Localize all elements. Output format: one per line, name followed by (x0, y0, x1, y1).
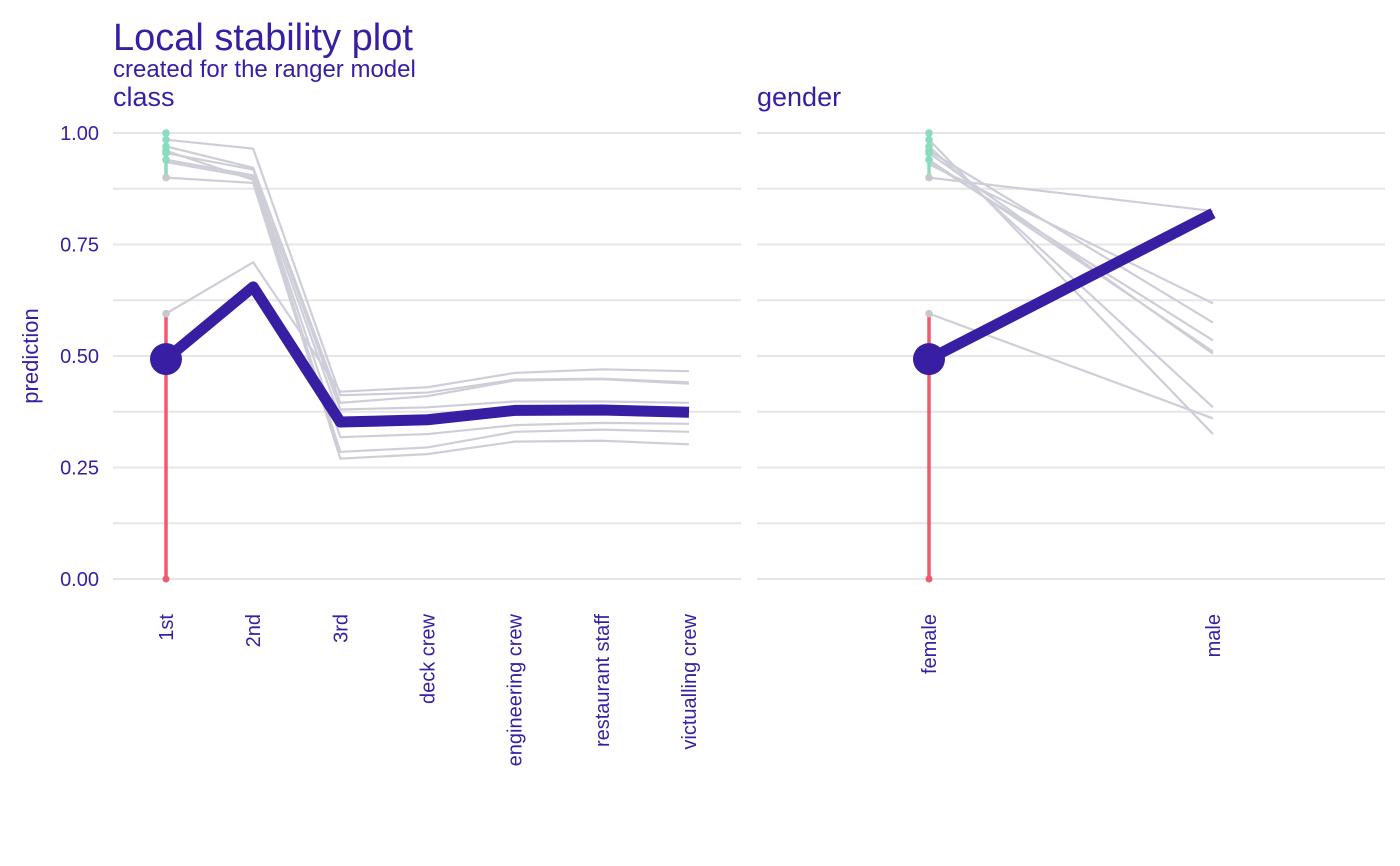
neighbor-profile-line (165, 145, 690, 404)
panel-title-gender: gender (757, 82, 841, 112)
x-tick-label-gender: female (919, 614, 941, 674)
chart-subtitle: created for the ranger model (113, 56, 416, 83)
panel-class: 1st 2nd 3rd deck crew engineering crew restau… (150, 129, 701, 766)
neighbor-observation-point (162, 173, 170, 182)
neighbor-observation-point (162, 155, 170, 164)
neighbor-observation-point (162, 129, 170, 137)
y-tick-label: 0.50 (60, 346, 99, 368)
panel-gender: female male (913, 129, 1225, 674)
neighbor-profile-line (165, 176, 690, 460)
neighbor-profile-line (165, 149, 690, 454)
neighbor-profile-line (928, 149, 1214, 324)
neighbor-observation-point (925, 309, 933, 318)
x-tick-label-class: deck crew (418, 613, 440, 704)
neighbor-observation-point (925, 173, 933, 182)
x-tick-label-class: restaurant staff (592, 614, 614, 747)
neighbor-profile-line (928, 161, 1214, 342)
observation-point (913, 343, 945, 376)
gridlines (113, 132, 1385, 580)
neighbor-observation-point (925, 135, 933, 144)
main-profile-line (926, 208, 1216, 365)
neighbor-observation-point (925, 155, 933, 164)
observation-point (150, 343, 182, 376)
neighbor-observation-point (162, 142, 170, 151)
x-tick-label-class: victualling crew (679, 613, 701, 749)
x-tick-label-class: 3rd (330, 614, 352, 643)
neighbor-observation-point (925, 129, 933, 137)
chart-title: Local stability plot (113, 17, 413, 59)
y-tick-label: 0.00 (60, 569, 99, 591)
x-tick-label-class: engineering crew (505, 613, 527, 766)
x-tick-label-class: 2nd (243, 614, 265, 647)
y-tick-label: 1.00 (60, 123, 99, 145)
neighbor-profile-line (928, 163, 1214, 305)
x-tick-label-gender: male (1203, 614, 1225, 657)
y-tick-label: 0.75 (60, 235, 99, 257)
y-tick-label: 0.25 (60, 458, 99, 480)
neighbor-profile-line (928, 145, 1214, 409)
neighbor-profile-line (165, 151, 690, 411)
main-profile-line (162, 281, 690, 428)
x-tick-label-class: 1st (156, 614, 178, 641)
neighbor-profile-line (165, 160, 690, 439)
neighbor-observation-point (925, 142, 933, 151)
residual-end-point (162, 575, 170, 583)
residual-end-point (925, 575, 933, 583)
y-axis-label: prediction (18, 308, 43, 403)
neighbor-observation-point (162, 135, 170, 144)
panel-title-class: class (113, 82, 175, 112)
neighbor-profile-line (165, 260, 690, 393)
neighbor-profile-line (928, 176, 1214, 213)
neighbor-profile-line (928, 312, 1214, 420)
y-axis-ticks: 0.00 0.25 0.50 0.75 1.00 (60, 123, 99, 591)
neighbor-observation-point (162, 309, 170, 318)
